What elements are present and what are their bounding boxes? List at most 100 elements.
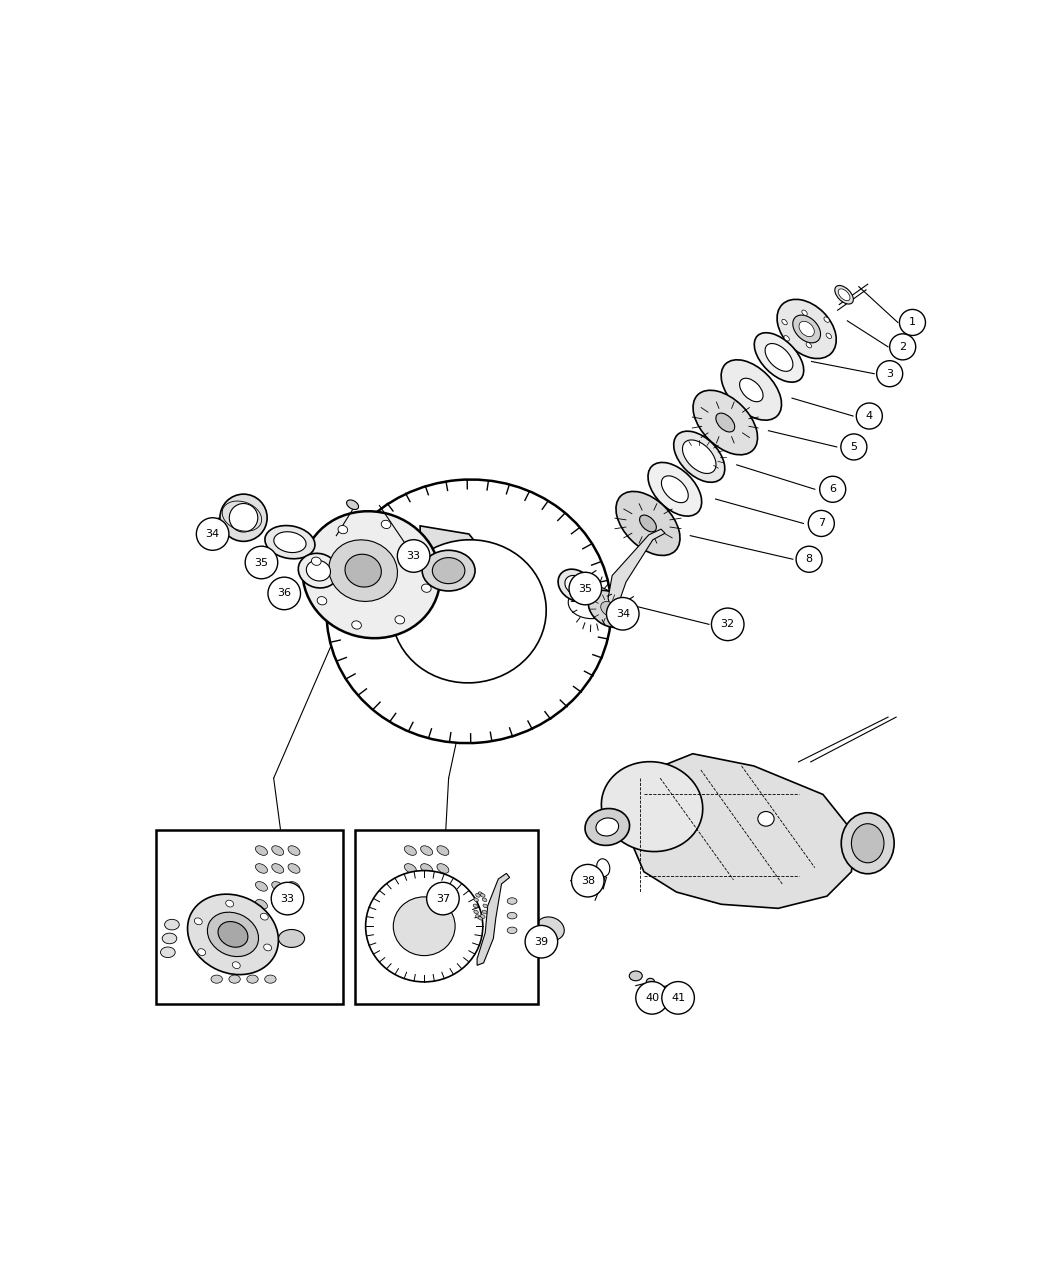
Ellipse shape bbox=[647, 978, 654, 984]
Circle shape bbox=[900, 310, 925, 335]
Ellipse shape bbox=[662, 476, 688, 502]
Ellipse shape bbox=[793, 315, 820, 343]
Ellipse shape bbox=[507, 898, 517, 904]
Ellipse shape bbox=[629, 972, 643, 980]
Text: 6: 6 bbox=[830, 484, 836, 495]
Circle shape bbox=[877, 361, 903, 386]
Ellipse shape bbox=[739, 379, 763, 402]
Circle shape bbox=[569, 572, 602, 604]
Ellipse shape bbox=[565, 575, 586, 595]
Ellipse shape bbox=[307, 560, 331, 581]
Ellipse shape bbox=[161, 947, 175, 958]
Bar bbox=[355, 830, 538, 1003]
Ellipse shape bbox=[693, 390, 757, 455]
Ellipse shape bbox=[352, 621, 361, 629]
Ellipse shape bbox=[421, 881, 433, 891]
Polygon shape bbox=[477, 873, 509, 965]
Ellipse shape bbox=[327, 479, 611, 743]
Ellipse shape bbox=[329, 539, 398, 602]
Ellipse shape bbox=[345, 555, 381, 586]
Ellipse shape bbox=[188, 894, 278, 974]
Ellipse shape bbox=[272, 881, 284, 891]
Text: 34: 34 bbox=[615, 608, 630, 618]
Ellipse shape bbox=[165, 919, 180, 929]
Ellipse shape bbox=[754, 333, 803, 382]
Ellipse shape bbox=[674, 431, 724, 482]
Ellipse shape bbox=[247, 975, 258, 983]
Ellipse shape bbox=[255, 899, 268, 909]
Ellipse shape bbox=[765, 343, 793, 371]
Ellipse shape bbox=[852, 824, 884, 863]
Text: 35: 35 bbox=[579, 584, 592, 594]
Ellipse shape bbox=[365, 871, 483, 982]
Ellipse shape bbox=[478, 917, 483, 921]
Ellipse shape bbox=[197, 949, 206, 955]
Circle shape bbox=[245, 546, 277, 579]
Ellipse shape bbox=[194, 918, 203, 924]
Ellipse shape bbox=[255, 881, 268, 891]
Ellipse shape bbox=[219, 495, 267, 542]
Ellipse shape bbox=[272, 845, 284, 856]
Ellipse shape bbox=[838, 289, 851, 301]
Ellipse shape bbox=[433, 557, 465, 584]
Bar bbox=[155, 830, 342, 1003]
Ellipse shape bbox=[806, 343, 812, 348]
Text: 38: 38 bbox=[581, 876, 595, 886]
Ellipse shape bbox=[288, 881, 300, 891]
Ellipse shape bbox=[481, 914, 485, 918]
Circle shape bbox=[712, 608, 744, 640]
Circle shape bbox=[196, 518, 229, 551]
Ellipse shape bbox=[381, 520, 391, 529]
Circle shape bbox=[571, 864, 604, 896]
Ellipse shape bbox=[602, 761, 702, 852]
Ellipse shape bbox=[482, 898, 487, 901]
Ellipse shape bbox=[841, 812, 895, 873]
Text: 37: 37 bbox=[436, 894, 450, 904]
Circle shape bbox=[841, 434, 867, 460]
Text: 33: 33 bbox=[406, 551, 421, 561]
Text: 34: 34 bbox=[206, 529, 219, 539]
Ellipse shape bbox=[395, 616, 404, 623]
Circle shape bbox=[857, 403, 882, 430]
Ellipse shape bbox=[208, 912, 258, 956]
Circle shape bbox=[889, 334, 916, 360]
Text: 32: 32 bbox=[720, 620, 735, 630]
Ellipse shape bbox=[421, 584, 432, 593]
Ellipse shape bbox=[682, 440, 716, 473]
Ellipse shape bbox=[507, 927, 517, 933]
Ellipse shape bbox=[474, 898, 479, 901]
Text: 8: 8 bbox=[805, 555, 813, 565]
Ellipse shape bbox=[422, 551, 475, 592]
Ellipse shape bbox=[782, 319, 788, 325]
Ellipse shape bbox=[288, 845, 300, 856]
Ellipse shape bbox=[835, 286, 854, 303]
Ellipse shape bbox=[338, 525, 348, 534]
Ellipse shape bbox=[272, 863, 284, 873]
Ellipse shape bbox=[648, 463, 701, 516]
Ellipse shape bbox=[474, 910, 479, 914]
Ellipse shape bbox=[758, 811, 774, 826]
Circle shape bbox=[796, 546, 822, 572]
Ellipse shape bbox=[777, 300, 836, 358]
Ellipse shape bbox=[474, 904, 478, 908]
Ellipse shape bbox=[784, 335, 790, 340]
Text: 1: 1 bbox=[909, 317, 916, 328]
Ellipse shape bbox=[483, 904, 487, 908]
Text: 36: 36 bbox=[277, 589, 291, 598]
Text: 39: 39 bbox=[534, 937, 548, 947]
Ellipse shape bbox=[288, 899, 300, 909]
Ellipse shape bbox=[404, 881, 417, 891]
Ellipse shape bbox=[272, 899, 284, 909]
Ellipse shape bbox=[476, 914, 480, 918]
Ellipse shape bbox=[229, 975, 240, 983]
Ellipse shape bbox=[265, 525, 315, 558]
Ellipse shape bbox=[404, 845, 417, 856]
Ellipse shape bbox=[437, 863, 449, 873]
Ellipse shape bbox=[260, 913, 268, 921]
Ellipse shape bbox=[392, 539, 546, 683]
Circle shape bbox=[397, 539, 429, 572]
Ellipse shape bbox=[531, 932, 545, 942]
Ellipse shape bbox=[716, 413, 735, 432]
Ellipse shape bbox=[596, 819, 618, 836]
Ellipse shape bbox=[639, 515, 656, 532]
